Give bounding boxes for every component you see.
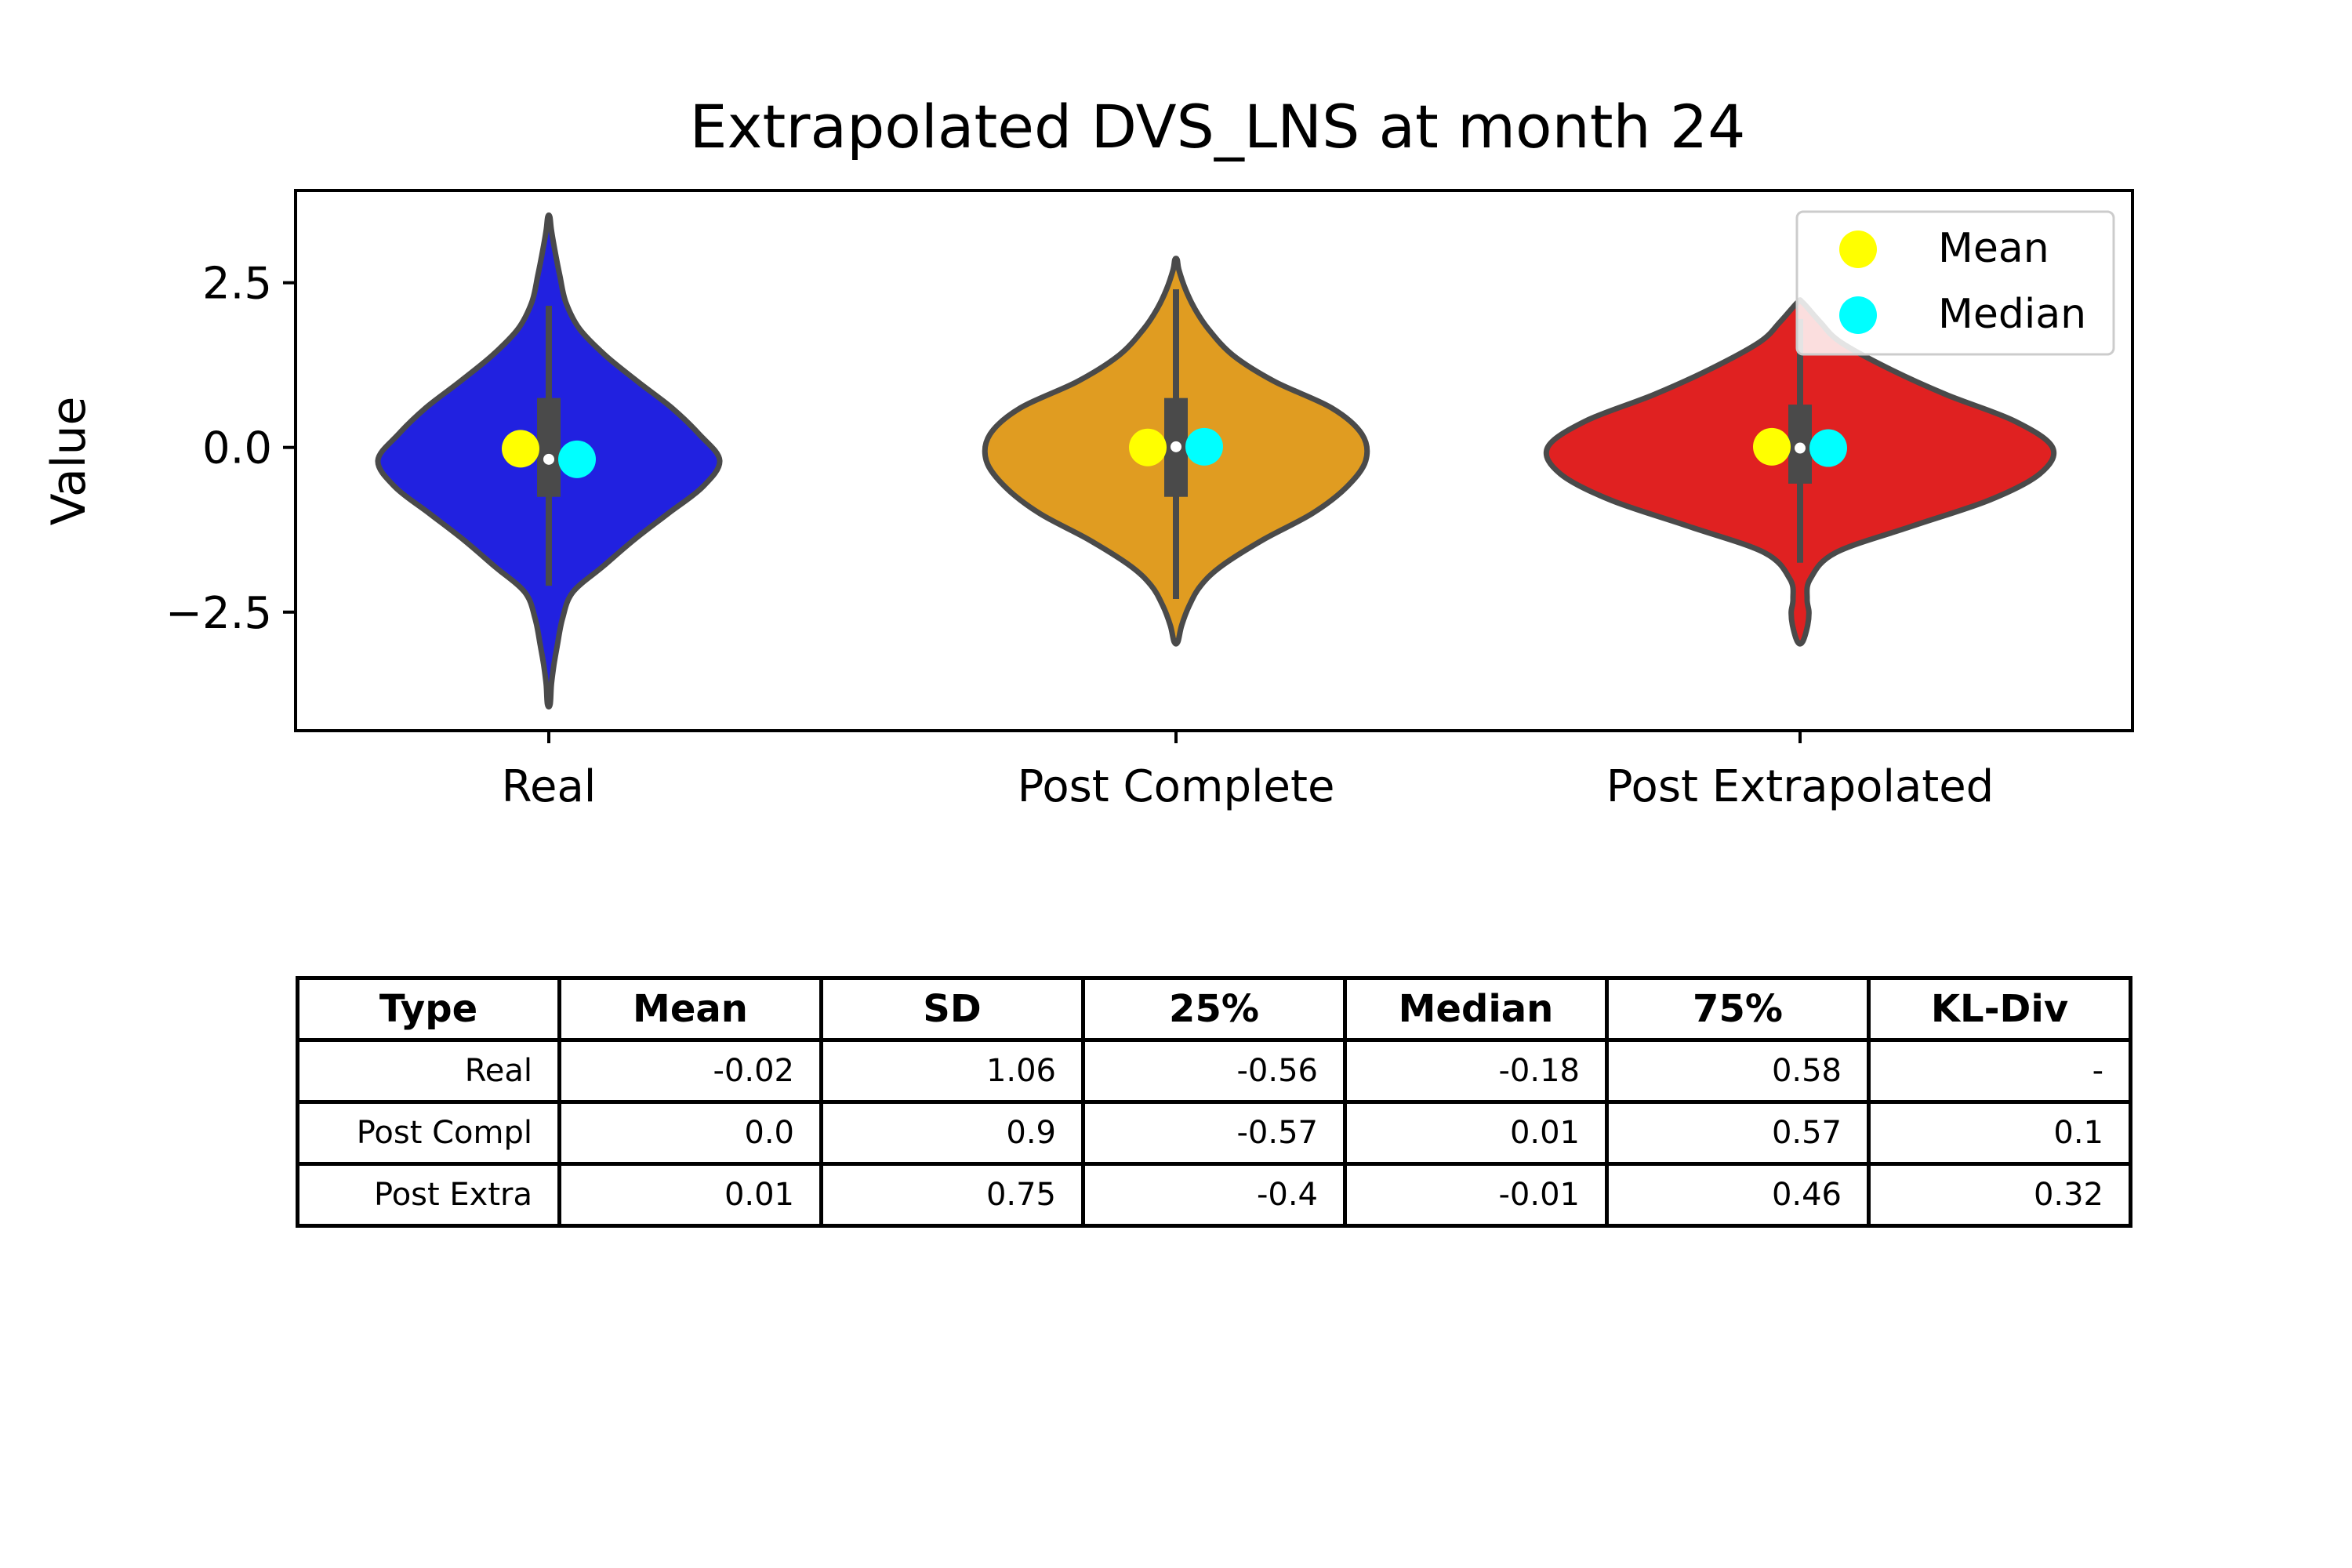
box-median-dot-0 xyxy=(543,453,554,465)
y-tick-label: 0.0 xyxy=(202,423,272,474)
table-cell: -0.01 xyxy=(1343,1162,1609,1228)
legend-mean-marker xyxy=(1839,230,1877,268)
x-tick-label: Real xyxy=(502,761,597,812)
plot-frame xyxy=(294,189,2134,732)
table-row: Post Extra 0.01 0.75 -0.4 -0.01 0.46 0.3… xyxy=(296,1162,2132,1228)
header-median: Median xyxy=(1343,976,1609,1042)
header-mean: Mean xyxy=(557,976,823,1042)
table-cell: Post Extra xyxy=(296,1162,561,1228)
table-cell: -0.18 xyxy=(1343,1038,1609,1104)
median-marker-1 xyxy=(1185,427,1223,466)
table-cell: 0.57 xyxy=(1605,1100,1871,1166)
table-cell: - xyxy=(1867,1038,2132,1104)
stats-table: Type Mean SD 25% Median 75% KL-Div Real … xyxy=(296,976,2132,1228)
header-type: Type xyxy=(296,976,561,1042)
table-cell: -0.56 xyxy=(1081,1038,1347,1104)
legend-median-marker xyxy=(1839,296,1877,334)
table-cell: 0.75 xyxy=(819,1162,1085,1228)
table-cell: 1.06 xyxy=(819,1038,1085,1104)
x-tick-label: Post Complete xyxy=(1018,761,1335,812)
box-median-dot-1 xyxy=(1171,441,1181,452)
median-marker-0 xyxy=(558,440,596,478)
table-cell: Post Compl xyxy=(296,1100,561,1166)
chart-title: Extrapolated DVS_LNS at month 24 xyxy=(689,92,1745,162)
table-cell: 0.01 xyxy=(557,1162,823,1228)
header-sd: SD xyxy=(819,976,1085,1042)
table-cell: -0.4 xyxy=(1081,1162,1347,1228)
table-cell: 0.9 xyxy=(819,1100,1085,1166)
box-median-dot-2 xyxy=(1795,442,1806,454)
table-cell: 0.32 xyxy=(1867,1162,2132,1228)
median-marker-2 xyxy=(1809,429,1847,467)
y-tick-label: 2.5 xyxy=(202,259,272,310)
legend: Mean Median xyxy=(1795,210,2115,356)
mean-marker-1 xyxy=(1129,428,1167,466)
table-row: Post Compl 0.0 0.9 -0.57 0.01 0.57 0.1 xyxy=(296,1100,2132,1166)
header-q75: 75% xyxy=(1605,976,1871,1042)
table-header-row: Type Mean SD 25% Median 75% KL-Div xyxy=(296,976,2132,1042)
table-row: Real -0.02 1.06 -0.56 -0.18 0.58 - xyxy=(296,1038,2132,1104)
table-cell: 0.58 xyxy=(1605,1038,1871,1104)
table-cell: Real xyxy=(296,1038,561,1104)
table-cell: -0.57 xyxy=(1081,1100,1347,1166)
legend-median-label: Median xyxy=(1938,291,2086,338)
legend-mean-label: Mean xyxy=(1938,225,2049,272)
y-tick-label: −2.5 xyxy=(165,588,272,639)
mean-marker-0 xyxy=(502,430,539,468)
mean-marker-2 xyxy=(1753,427,1791,466)
iqr-box-0 xyxy=(537,397,561,497)
x-tick-label: Post Extrapolated xyxy=(1606,761,1994,812)
table-cell: 0.0 xyxy=(557,1100,823,1166)
table-cell: 0.46 xyxy=(1605,1162,1871,1228)
header-q25: 25% xyxy=(1081,976,1347,1042)
table-cell: 0.1 xyxy=(1867,1100,2132,1166)
table-cell: 0.01 xyxy=(1343,1100,1609,1166)
header-kl-div: KL-Div xyxy=(1867,976,2132,1042)
y-axis-label: Value xyxy=(42,397,96,526)
table-cell: -0.02 xyxy=(557,1038,823,1104)
